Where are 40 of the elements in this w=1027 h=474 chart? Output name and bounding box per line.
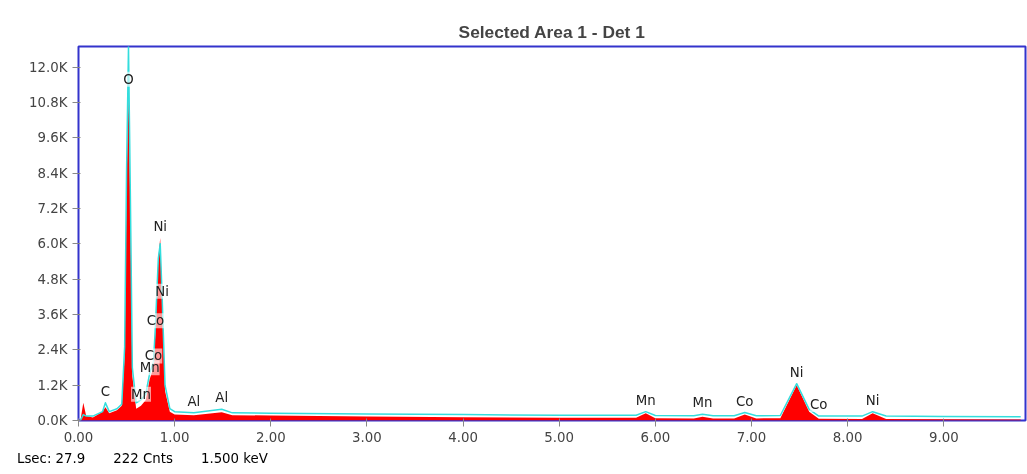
annotation: Ni — [789, 364, 804, 380]
annotation: Mn — [139, 360, 160, 376]
x-tick-label: 8.00 — [832, 429, 863, 445]
x-tick-label: 7.00 — [736, 429, 767, 445]
text: 1.500 keV — [200, 451, 268, 466]
x-tick-label: 1.00 — [159, 429, 190, 445]
annotation: Mn — [692, 395, 713, 411]
annotation: Co — [736, 393, 754, 409]
annotation: C — [100, 383, 111, 399]
text: Lsec: 27.9 — [17, 451, 86, 466]
text: 222 Cnts — [113, 451, 173, 466]
annotation: Ni — [155, 283, 169, 299]
x-tick-label: 6.00 — [640, 429, 671, 445]
annotation: Mn — [635, 392, 656, 408]
y-tick-label: 4.8K — [37, 271, 69, 287]
y-tick-label: 2.4K — [37, 342, 69, 358]
y-tick-label: 12.0K — [29, 59, 69, 75]
x-tick-label: 9.00 — [928, 429, 959, 445]
x-tick-label: 5.00 — [544, 429, 575, 445]
annotation: Al — [215, 390, 229, 406]
x-tick-label: 2.00 — [255, 429, 286, 445]
y-tick-label: 7.2K — [37, 200, 69, 216]
chart-title: Selected Area 1 - Det 1 — [458, 21, 646, 42]
y-tick-label: 6.0K — [37, 236, 69, 252]
y-tick-label: 10.8K — [29, 94, 69, 110]
annotation: Co — [146, 313, 165, 329]
annotation: O — [123, 71, 134, 87]
annotation: Ni — [865, 392, 880, 408]
y-tick-label: 1.2K — [37, 377, 69, 393]
y-tick-label: 3.6K — [37, 306, 69, 322]
y-tick-label: 8.4K — [37, 165, 69, 181]
annotation: Co — [810, 397, 828, 413]
annotation: Ni — [153, 218, 168, 234]
y-tick-label: 0.0K — [37, 413, 69, 428]
x-tick-label: 4.00 — [448, 429, 478, 445]
annotation: Al — [187, 393, 201, 409]
y-tick-label: 9.6K — [37, 130, 69, 146]
x-tick-label: 3.00 — [352, 429, 382, 445]
annotation: Mn — [131, 386, 151, 402]
x-tick-label: 0.00 — [63, 429, 94, 445]
